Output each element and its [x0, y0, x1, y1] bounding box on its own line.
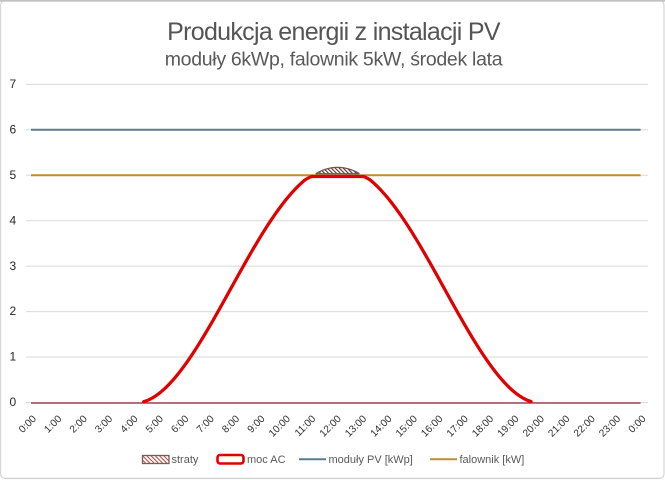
- svg-text:5: 5: [10, 168, 17, 182]
- svg-text:7: 7: [10, 77, 17, 91]
- svg-text:falownik [kW]: falownik [kW]: [460, 454, 525, 466]
- svg-text:2: 2: [10, 304, 17, 318]
- svg-text:Produkcja energii z instalacji: Produkcja energii z instalacji PV: [167, 18, 501, 46]
- svg-text:moduły PV [kWp]: moduły PV [kWp]: [329, 454, 413, 466]
- svg-text:moduły 6kWp, falownik 5kW, śro: moduły 6kWp, falownik 5kW, środek lata: [165, 49, 503, 71]
- svg-text:1: 1: [10, 350, 17, 364]
- svg-text:4: 4: [10, 213, 17, 227]
- svg-text:3: 3: [10, 259, 17, 273]
- svg-text:moc AC: moc AC: [247, 454, 286, 466]
- svg-text:6: 6: [10, 122, 17, 136]
- svg-text:straty: straty: [172, 454, 199, 466]
- svg-text:0: 0: [10, 395, 17, 409]
